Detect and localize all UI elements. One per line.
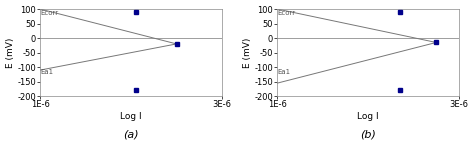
Y-axis label: E (mV): E (mV) xyxy=(243,37,252,68)
Text: Ea1: Ea1 xyxy=(40,69,54,75)
Y-axis label: E (mV): E (mV) xyxy=(6,37,15,68)
Text: Ea1: Ea1 xyxy=(277,69,291,75)
X-axis label: Log I: Log I xyxy=(120,112,142,121)
X-axis label: Log I: Log I xyxy=(357,112,379,121)
Text: Ecorr: Ecorr xyxy=(40,10,58,16)
Text: Ecorr: Ecorr xyxy=(277,10,295,16)
Text: (a): (a) xyxy=(123,129,139,139)
Text: (b): (b) xyxy=(360,129,376,139)
